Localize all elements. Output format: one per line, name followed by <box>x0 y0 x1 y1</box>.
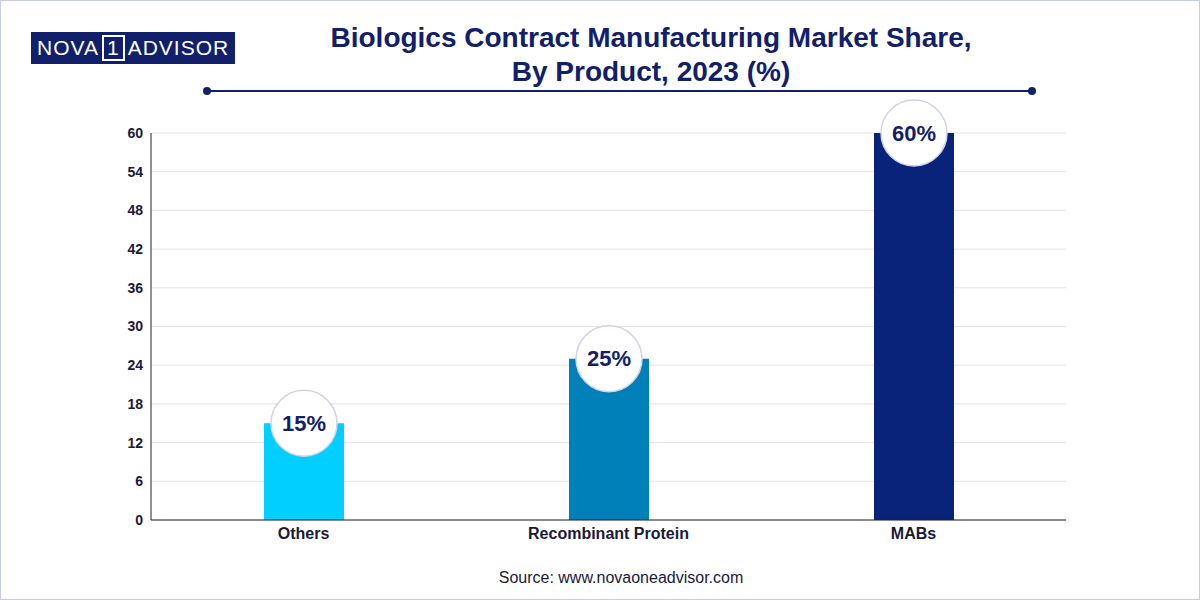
svg-text:0: 0 <box>135 512 143 528</box>
svg-text:24: 24 <box>127 357 143 373</box>
svg-text:MABs: MABs <box>891 525 936 542</box>
svg-text:48: 48 <box>127 202 143 218</box>
svg-text:18: 18 <box>127 396 143 412</box>
svg-text:Others: Others <box>278 525 330 542</box>
svg-text:42: 42 <box>127 241 143 257</box>
html-text:Biologics Contract Manufacturi: Biologics Contract Manufacturing Market … <box>330 22 972 53</box>
html-text:NOVA: NOVA <box>37 36 99 59</box>
svg-text:25%: 25% <box>587 346 631 371</box>
svg-text:30: 30 <box>127 318 143 334</box>
html-text:By Product, 2023 (%): By Product, 2023 (%) <box>511 56 791 87</box>
svg-text:60%: 60% <box>892 121 936 146</box>
html-text:1 ADVISOR: 1 ADVISOR <box>107 36 230 59</box>
svg-text:36: 36 <box>127 280 143 296</box>
svg-text:12: 12 <box>127 435 143 451</box>
svg-text:60: 60 <box>127 125 143 141</box>
html-text:Source: www.novaoneadvisor.com: Source: www.novaoneadvisor.com <box>498 569 744 586</box>
svg-text:Recombinant Protein: Recombinant Protein <box>528 525 689 542</box>
svg-text:15%: 15% <box>282 411 326 436</box>
svg-text:6: 6 <box>135 473 143 489</box>
svg-text:54: 54 <box>127 164 143 180</box>
